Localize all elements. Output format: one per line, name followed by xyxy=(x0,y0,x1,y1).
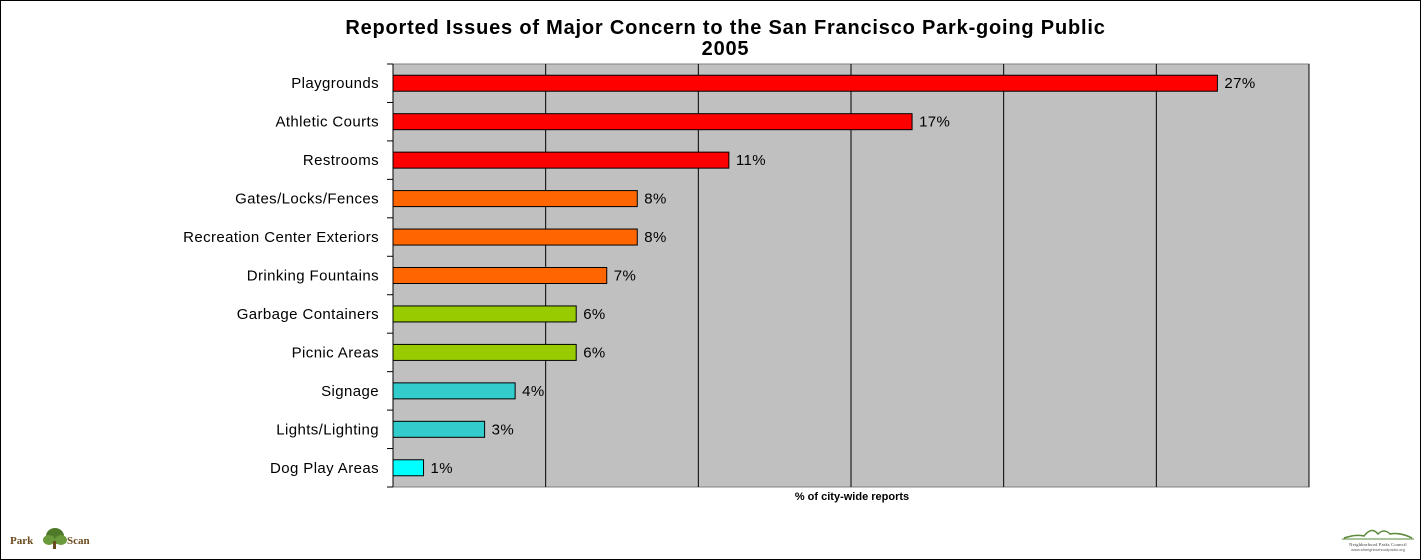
value-label: 27% xyxy=(1224,75,1255,92)
npc-name: Neighborhood Parks Council xyxy=(1349,542,1407,547)
category-label: Picnic Areas xyxy=(292,344,379,361)
category-label: Signage xyxy=(321,383,379,400)
value-label: 11% xyxy=(736,152,766,169)
category-label: Playgrounds xyxy=(291,75,379,92)
parkscan-logo: Park Scan xyxy=(10,528,90,549)
neighborhood-parks-council-logo: Neighborhood Parks Council www.sfneighbo… xyxy=(1342,529,1414,552)
chart-title-line: Reported Issues of Major Concern to the … xyxy=(345,17,1106,39)
bar xyxy=(392,151,730,169)
value-label: 8% xyxy=(644,191,666,208)
category-label: Dog Play Areas xyxy=(270,460,379,477)
hills-icon xyxy=(1343,529,1413,539)
category-label: Athletic Courts xyxy=(275,114,379,131)
category-label: Gates/Locks/Fences xyxy=(235,191,379,208)
value-label: 8% xyxy=(644,229,666,246)
axis-ticks xyxy=(387,63,394,488)
value-label: 7% xyxy=(614,268,636,285)
bar xyxy=(392,74,1218,92)
bar xyxy=(392,382,516,400)
value-label: 17% xyxy=(919,114,950,131)
category-label: Recreation Center Exteriors xyxy=(183,229,379,246)
bar xyxy=(392,113,913,131)
category-labels: Playgrounds Athletic Courts Restrooms Gates… xyxy=(183,75,379,477)
category-label: Garbage Containers xyxy=(237,306,379,323)
bar xyxy=(392,305,577,323)
category-label: Lights/Lighting xyxy=(276,421,379,438)
bar xyxy=(392,228,638,246)
bar xyxy=(392,420,486,438)
npc-url: www.sfneighborhoodparks.org xyxy=(1351,547,1405,552)
category-label: Restrooms xyxy=(303,152,379,169)
tree-icon xyxy=(43,528,67,549)
bar xyxy=(392,267,608,284)
value-label: 6% xyxy=(583,306,605,323)
value-label: 3% xyxy=(492,421,514,438)
value-labels: 27% 17% 11% 8% 8% 7% 6% 6% 4% 3% 1% xyxy=(431,75,1256,477)
chart-subtitle: 2005 xyxy=(701,38,750,60)
bar xyxy=(392,190,638,208)
value-label: 4% xyxy=(522,383,544,400)
value-label: 6% xyxy=(583,344,605,361)
category-label: Drinking Fountains xyxy=(247,268,379,285)
bar xyxy=(392,343,577,361)
x-axis-label: % of city-wide reports xyxy=(795,491,909,503)
value-label: 1% xyxy=(431,460,453,477)
chart-title: Reported Issues of Major Concern to the … xyxy=(0,18,1421,60)
parkscan-logo-scan: Scan xyxy=(67,535,90,547)
bar xyxy=(392,459,425,477)
parkscan-logo-park: Park xyxy=(10,535,34,547)
